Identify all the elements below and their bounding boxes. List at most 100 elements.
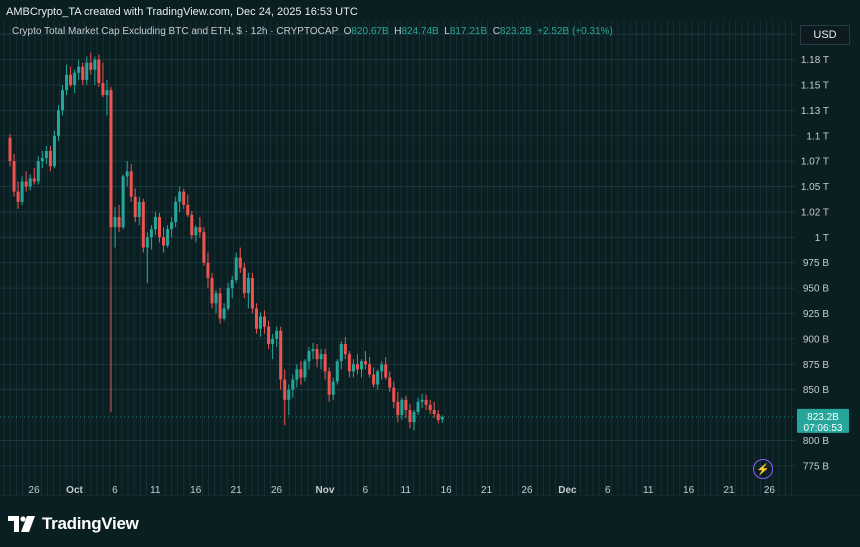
candle-body [61, 90, 65, 111]
candle-body [81, 66, 85, 80]
candle-body [380, 364, 384, 372]
candle-body [436, 414, 440, 421]
candle-body [408, 409, 412, 423]
candle-body [182, 191, 186, 205]
candle-body [16, 191, 20, 202]
plot-background [0, 21, 860, 547]
y-axis-tick-label: 800 B [803, 436, 829, 447]
candle-body [121, 176, 125, 228]
x-axis-tick-label: Nov [316, 485, 335, 496]
candle-body [271, 338, 275, 344]
candle-body [32, 178, 36, 182]
candle-body [36, 161, 40, 182]
x-axis-tick-label: 16 [683, 485, 695, 496]
candle-body [133, 196, 137, 218]
currency-button[interactable]: USD [800, 25, 850, 45]
candle-body [141, 201, 145, 248]
candle-body [323, 354, 327, 372]
candle-body [178, 191, 182, 202]
candle-body [396, 401, 400, 416]
candle-body [145, 237, 149, 248]
candle-body [246, 277, 250, 294]
candle-body [8, 137, 12, 162]
candle-body [186, 204, 190, 215]
symbol-description: Crypto Total Market Cap Excluding BTC an… [12, 26, 339, 37]
x-axis-tick-label: 26 [764, 485, 776, 496]
x-axis-tick-label: 6 [363, 485, 369, 496]
candle-body [28, 178, 32, 187]
y-axis-tick-label: 775 B [803, 461, 829, 472]
x-axis-tick-label: 21 [231, 485, 243, 496]
candle-body [364, 361, 368, 365]
candle-body [299, 369, 303, 378]
y-axis-tick-label: 1.15 T [801, 80, 829, 91]
attribution-text: AMBCrypto_TA created with TradingView.co… [6, 6, 358, 18]
y-axis-tick-label: 1.02 T [801, 207, 829, 218]
x-axis-tick-label: 16 [441, 485, 453, 496]
chart-plot-area[interactable]: 1.2T1.18 T1.15 T1.13 T1.1 T1.07 T1.05 T1… [0, 21, 860, 547]
candle-body [44, 151, 48, 159]
candle-body [210, 277, 214, 304]
footer-background [0, 496, 860, 547]
candle-body [368, 364, 372, 375]
x-axis-tick-label: Oct [66, 485, 83, 496]
candle-body [258, 316, 262, 329]
candle-body [170, 222, 174, 230]
candle-body [226, 288, 230, 309]
candle-body [263, 316, 267, 327]
candle-body [101, 82, 105, 96]
candle-body [303, 361, 307, 378]
low-key: L [444, 26, 450, 37]
candle-body [347, 354, 351, 372]
high-value: 824.74B [401, 26, 439, 37]
candle-body [77, 66, 81, 73]
candle-body [174, 201, 178, 223]
candle-body [194, 227, 198, 236]
candle-body [238, 257, 242, 268]
candle-body [351, 364, 355, 372]
candle-body [254, 308, 258, 329]
candle-body [339, 343, 343, 362]
candle-body [335, 361, 339, 382]
x-axis-tick-label: 21 [481, 485, 493, 496]
candle-body [440, 416, 444, 420]
candle-body [279, 330, 283, 380]
symbol-legend[interactable]: Crypto Total Market Cap Excluding BTC an… [12, 26, 613, 37]
candle-body [392, 387, 396, 402]
candle-body [400, 399, 404, 416]
y-axis-tick-label: 1.13 T [801, 106, 829, 117]
y-axis-tick-label: 1.07 T [801, 157, 829, 168]
tradingview-branding: TradingView [8, 514, 139, 534]
x-axis-tick-label: 16 [190, 485, 202, 496]
x-axis-tick-label: Dec [558, 485, 577, 496]
x-axis-tick-label: 11 [150, 485, 161, 496]
candle-body [275, 330, 279, 339]
lightning-bolt-icon[interactable]: ⚡ [753, 459, 773, 479]
y-axis-tick-label: 850 B [803, 385, 829, 396]
y-axis-tick-label: 900 B [803, 334, 829, 345]
last-price-label-background [797, 408, 849, 433]
candle-body [424, 399, 428, 405]
candle-body [291, 379, 295, 390]
y-axis-tick-label: 1.1 T [806, 131, 829, 142]
y-axis-tick-label: 1.18 T [801, 55, 829, 66]
candle-body [24, 181, 28, 187]
candle-body [218, 293, 222, 319]
candle-body [230, 279, 234, 289]
countdown-label: 07:06:53 [804, 423, 843, 434]
candle-body [89, 62, 93, 70]
candle-body [129, 171, 133, 197]
candle-body [157, 217, 161, 238]
x-axis-tick-label: 26 [521, 485, 533, 496]
high-key: H [394, 26, 402, 37]
candlestick-chart[interactable]: 1.2T1.18 T1.15 T1.13 T1.1 T1.07 T1.05 T1… [0, 21, 860, 547]
candle-body [242, 267, 246, 294]
x-axis-tick-label: 21 [723, 485, 735, 496]
candle-body [355, 364, 359, 370]
candle-body [198, 227, 202, 233]
candle-body [372, 374, 376, 385]
candle-body [206, 262, 210, 278]
candle-body [267, 326, 271, 344]
candle-body [384, 364, 388, 378]
candle-body [412, 412, 416, 423]
